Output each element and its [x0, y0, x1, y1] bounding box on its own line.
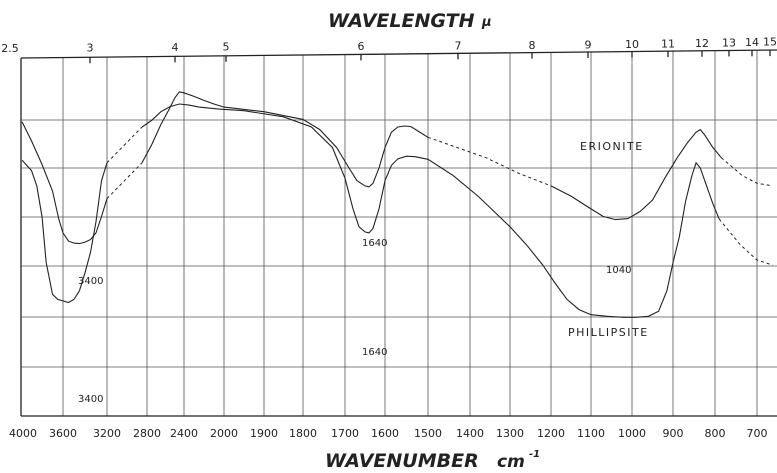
bottom-tick-label: 2800 [133, 427, 161, 440]
frame-top [20, 49, 777, 59]
top-tick-label: 13 [722, 37, 736, 50]
bottom-tick-label: 1200 [537, 427, 565, 440]
erionite-dashed-segment [106, 162, 143, 199]
phillipsite-dashed-segment [718, 218, 773, 266]
grid-lines [21, 50, 777, 416]
erionite-trace [21, 91, 773, 245]
top-tick-label: 12 [695, 37, 709, 50]
series-label-phillipsite: PHILLIPSITE [568, 326, 649, 339]
annotation-erionite-1640: 1640 [362, 238, 387, 249]
bottom-tick-label: 2400 [170, 427, 198, 440]
series-label-erionite: ERIONITE [580, 140, 644, 153]
erionite-segment [550, 128, 722, 221]
bottom-tick-label: 1300 [496, 427, 524, 440]
annotation-phillipsite-3400: 3400 [78, 394, 103, 405]
top-tick-label: 15 [763, 36, 777, 49]
annotation-phillipsite-1640: 1640 [362, 347, 387, 358]
bottom-tick-label: 1900 [250, 427, 278, 440]
bottom-axis-unit: cm [497, 452, 525, 472]
top-tick-label: 4 [172, 41, 179, 54]
bottom-tick-label: 1100 [577, 427, 605, 440]
top-tick-label: 8 [529, 39, 536, 52]
top-tick-label: 3 [87, 42, 94, 55]
top-axis-title: WAVELENGTH [328, 10, 475, 32]
erionite-dashed-segment [427, 136, 552, 187]
bottom-tick-label: 1800 [289, 427, 317, 440]
bottom-tick-label: 1400 [456, 427, 484, 440]
bottom-tick-label: 800 [705, 427, 726, 440]
top-tick-label: 2.5 [1, 42, 19, 55]
plot-frame [20, 49, 777, 417]
bottom-tick-label: 2000 [210, 427, 238, 440]
bottom-tick-label: 3200 [93, 427, 121, 440]
top-tick-label: 14 [745, 36, 759, 49]
phillipsite-segment [141, 103, 720, 318]
bottom-axis-unit-exponent: -1 [529, 449, 540, 460]
top-tick-label: 6 [358, 40, 365, 53]
bottom-tick-label: 1500 [414, 427, 442, 440]
bottom-tick-label: 700 [747, 427, 768, 440]
bottom-tick-label: 4000 [9, 427, 37, 440]
bottom-tick-label: 900 [663, 427, 684, 440]
phillipsite-segment [21, 159, 108, 304]
erionite-segment [21, 121, 108, 245]
annotation-erionite-1040: 1040 [606, 265, 631, 276]
bottom-wavenumber-ticks: 4000 3600 3200 2800 2400 2000 1900 1800 1700 1600… [9, 427, 768, 440]
bottom-axis-title: WAVENUMBER [325, 450, 479, 472]
top-tick-label: 9 [585, 39, 592, 52]
bottom-tick-label: 3600 [49, 427, 77, 440]
phillipsite-dashed-segment [106, 126, 143, 164]
top-tick-label: 5 [223, 41, 230, 54]
top-axis-unit: μ [481, 15, 492, 30]
bottom-tick-label: 1000 [618, 427, 646, 440]
bottom-tick-label: 1700 [331, 427, 359, 440]
top-wavelength-ticks: 2.5 3 4 5 6 7 8 9 10 11 12 13 14 15 [1, 36, 777, 64]
erionite-segment [141, 91, 429, 188]
erionite-dashed-segment [720, 157, 773, 187]
top-tick-label: 7 [455, 40, 462, 53]
annotation-erionite-3400: 3400 [78, 276, 103, 287]
bottom-tick-label: 1600 [371, 427, 399, 440]
top-tick-label: 10 [625, 38, 639, 51]
phillipsite-trace [21, 103, 773, 318]
top-tick-label: 11 [661, 38, 675, 51]
